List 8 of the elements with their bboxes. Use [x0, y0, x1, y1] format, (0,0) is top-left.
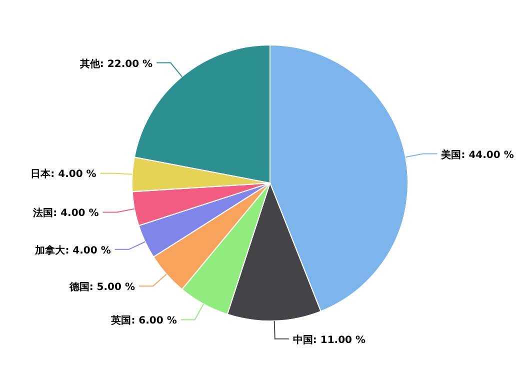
- slice-label: 英国: 6.00 %: [110, 314, 177, 327]
- slice-label: 日本: 4.00 %: [30, 168, 96, 180]
- slice-label: 中国: 11.00 %: [292, 334, 366, 346]
- slice-label: 美国: 44.00 %: [440, 148, 514, 161]
- slice-label: 法国: 4.00 %: [32, 207, 99, 220]
- slice-label: 德国: 5.00 %: [68, 281, 135, 294]
- slice-label: 其他: 22.00 %: [78, 58, 153, 70]
- slice-label: 加拿大: 4.00 %: [34, 244, 111, 256]
